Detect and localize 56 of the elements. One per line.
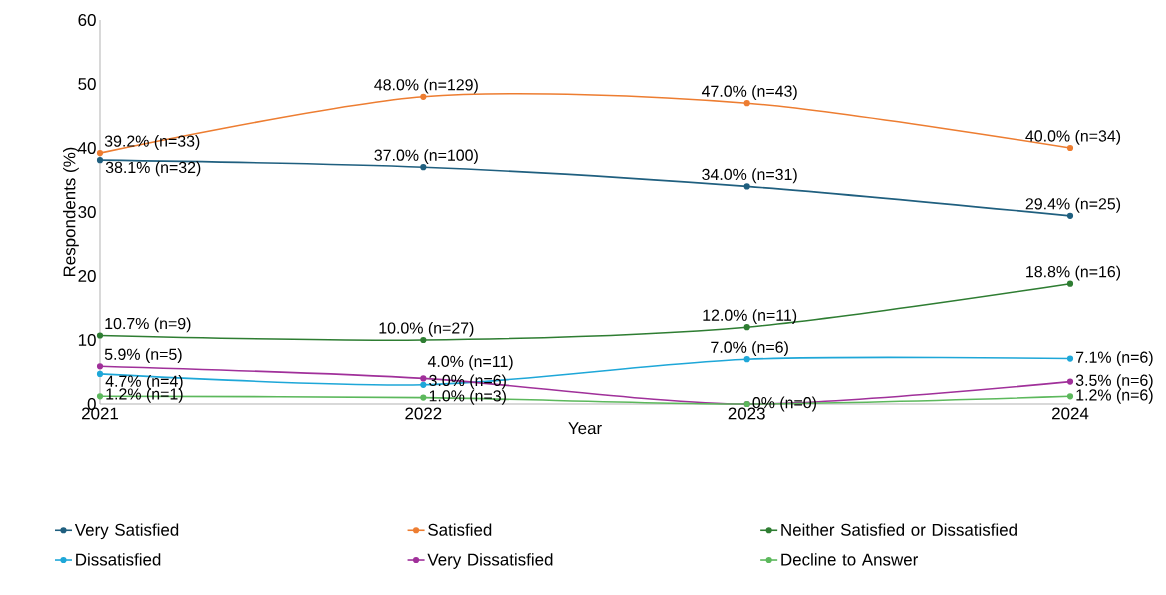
- x-tick-label: 2024: [1052, 407, 1089, 420]
- legend-label: Decline to Answer: [781, 553, 918, 566]
- point: [96, 150, 104, 157]
- point: [96, 332, 104, 339]
- data-label: 7.1% (n=6): [1076, 351, 1153, 366]
- point: [96, 157, 104, 164]
- data-label: 29.4% (n=25): [1025, 197, 1121, 213]
- legend-label: Very Satisfied: [74, 523, 179, 540]
- y-tick-label: 60: [78, 14, 96, 26]
- x-tick-label: 2022: [405, 407, 442, 420]
- data-label: 47.0% (n=43): [701, 85, 797, 100]
- point: [420, 336, 427, 344]
- data-label: 1.2% (n=6): [1076, 388, 1153, 404]
- data-label: 39.2% (n=33): [104, 135, 200, 150]
- point: [420, 381, 427, 388]
- data-label: 12.0% (n=11): [703, 309, 797, 324]
- data-label: 48.0% (n=129): [374, 78, 478, 94]
- x-axis-title: Year: [568, 422, 602, 435]
- point: [420, 93, 427, 100]
- data-label: 37.0% (n=100): [374, 149, 478, 164]
- point: [420, 394, 427, 401]
- point: [96, 363, 104, 370]
- point: [96, 370, 104, 378]
- point: [96, 393, 104, 400]
- point: [420, 375, 427, 382]
- data-label: 10.0% (n=27): [379, 321, 474, 337]
- point: [1066, 355, 1074, 362]
- y-tick-label: 40: [78, 142, 96, 154]
- data-label: 3.5% (n=6): [1075, 374, 1153, 390]
- point: [743, 356, 750, 363]
- point: [743, 100, 750, 107]
- y-tick-label: 30: [78, 206, 96, 218]
- data-label: 5.9% (n=5): [104, 348, 182, 364]
- data-label: 18.8% (n=16): [1026, 265, 1121, 281]
- point: [1066, 212, 1074, 219]
- legend-label: Very Dissatisfied: [427, 553, 553, 569]
- legend-label: Dissatisfied: [76, 553, 161, 566]
- y-tick-label: 10: [78, 334, 96, 346]
- legend-label: Neither Satisfied or Dissatisfied: [781, 523, 1017, 536]
- data-label: 10.7% (n=9): [105, 317, 191, 333]
- data-label: 40.0% (n=34): [1025, 129, 1121, 145]
- y-tick-label: 50: [78, 78, 96, 90]
- y-tick-label: 20: [78, 270, 96, 282]
- data-label: 4.0% (n=11): [427, 355, 513, 371]
- legend-label: Satisfied: [428, 523, 492, 536]
- point: [1066, 393, 1074, 400]
- point: [420, 164, 427, 171]
- point: [743, 324, 750, 331]
- point: [1066, 280, 1074, 287]
- point: [1066, 378, 1074, 385]
- data-label: 34.0% (n=31): [702, 168, 797, 184]
- point: [1066, 144, 1074, 152]
- point: [743, 183, 750, 190]
- data-label: 38.1% (n=32): [105, 161, 201, 177]
- y-axis-title: Respondents (%): [63, 147, 79, 277]
- data-label: 7.0% (n=6): [711, 341, 788, 356]
